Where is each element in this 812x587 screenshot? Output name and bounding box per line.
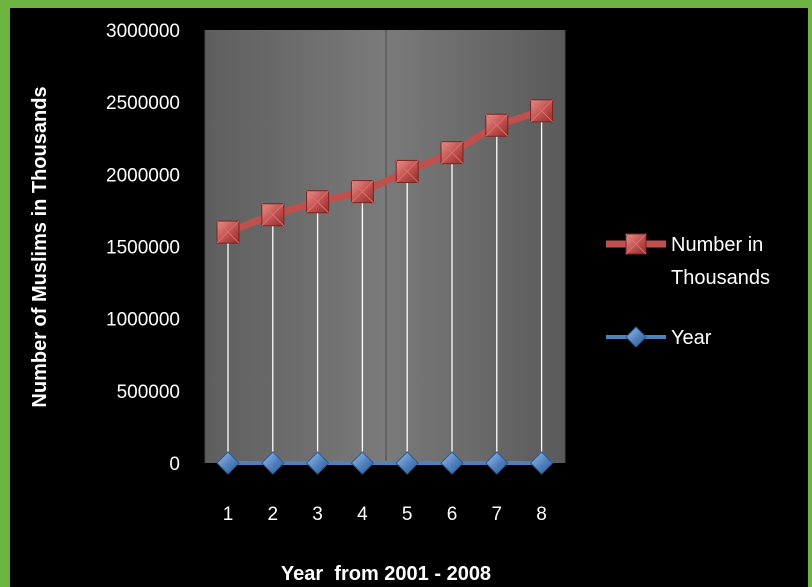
marker-bevel (261, 203, 285, 227)
y-tick-label: 3000000 (106, 21, 180, 42)
marker-bevel (485, 113, 509, 137)
series (216, 99, 554, 475)
legend: Number in Thousands Year (606, 233, 770, 349)
y-tick-label: 1000000 (106, 310, 180, 331)
year-point (350, 451, 375, 475)
plot-area (205, 30, 565, 463)
x-axis-title: Year from 2001 - 2008 (281, 563, 491, 585)
marker-bevel (351, 180, 374, 204)
x-tick-label: 6 (447, 504, 458, 525)
y-axis-title: Number of Muslims in Thousands (29, 86, 51, 407)
x-tick-label: 8 (536, 504, 547, 525)
legend-label: Year (671, 327, 712, 349)
number-point (216, 220, 240, 244)
marker-bevel (530, 99, 553, 123)
number-point (440, 141, 464, 165)
x-tick-label: 1 (223, 504, 234, 525)
marker-bevel (395, 160, 419, 183)
legend-entry-year: Year (606, 326, 712, 349)
y-tick-label: 500000 (117, 382, 180, 403)
number-point (485, 113, 509, 137)
year-point (305, 451, 330, 475)
legend-marker (625, 326, 647, 348)
legend-label: Thousands (671, 267, 770, 289)
marker-bevel (306, 190, 329, 214)
legend-entry-number: Number in Thousands (606, 233, 770, 289)
number-point (261, 203, 285, 227)
number-point (350, 180, 374, 204)
y-tick-label: 2000000 (106, 165, 180, 186)
year-point (440, 451, 464, 475)
grid-lines (204, 30, 566, 463)
y-axis-ticks: 3000000 2500000 2000000 1500000 1000000 50000… (106, 21, 180, 475)
year-point (216, 451, 240, 475)
year-point (485, 451, 509, 475)
x-tick-label: 7 (492, 504, 503, 525)
marker-bevel (216, 220, 240, 244)
marker-bevel (440, 141, 464, 165)
y-tick-label: 1500000 (106, 238, 180, 259)
x-tick-label: 5 (402, 504, 413, 525)
x-tick-label: 2 (268, 504, 279, 525)
legend-marker (625, 233, 647, 255)
x-axis-ticks: 1 2 3 4 5 6 7 8 (223, 504, 547, 525)
year-point (395, 451, 419, 475)
number-point (530, 99, 554, 123)
x-tick-label: 4 (357, 504, 368, 525)
marker-bevel (625, 233, 647, 255)
y-tick-label: 2500000 (106, 93, 180, 114)
year-point (261, 451, 285, 475)
legend-label: Number in (671, 234, 763, 256)
y-tick-label: 0 (169, 454, 180, 475)
number-point (395, 159, 419, 183)
number-point (306, 190, 330, 214)
year-point (529, 451, 554, 475)
x-tick-label: 3 (312, 504, 323, 525)
